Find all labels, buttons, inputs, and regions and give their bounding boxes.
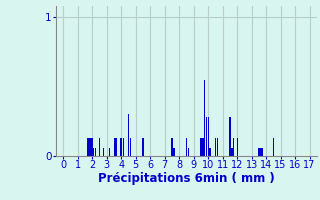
Bar xyxy=(217,138,218,156)
Bar xyxy=(87,138,89,156)
Bar xyxy=(172,138,173,156)
Bar xyxy=(102,148,104,156)
Bar xyxy=(173,148,175,156)
Bar xyxy=(114,138,115,156)
Bar xyxy=(200,138,202,156)
Bar xyxy=(237,138,238,156)
Bar xyxy=(120,138,122,156)
X-axis label: Précipitations 6min ( mm ): Précipitations 6min ( mm ) xyxy=(98,172,275,185)
Bar xyxy=(123,138,124,156)
Bar xyxy=(186,138,188,156)
Bar xyxy=(229,117,231,156)
Bar xyxy=(142,138,144,156)
Bar xyxy=(209,148,211,156)
Bar xyxy=(208,117,209,156)
Bar xyxy=(260,148,261,156)
Bar xyxy=(231,148,233,156)
Bar xyxy=(215,138,216,156)
Bar xyxy=(204,80,205,156)
Bar xyxy=(259,148,260,156)
Bar xyxy=(115,138,117,156)
Bar xyxy=(130,138,132,156)
Bar xyxy=(95,148,96,156)
Bar xyxy=(99,138,100,156)
Bar xyxy=(188,148,189,156)
Bar xyxy=(108,148,110,156)
Bar xyxy=(128,114,130,156)
Bar xyxy=(202,138,204,156)
Bar xyxy=(206,117,207,156)
Bar xyxy=(262,148,263,156)
Bar xyxy=(233,138,234,156)
Bar xyxy=(92,138,93,156)
Bar xyxy=(89,138,91,156)
Bar xyxy=(273,138,274,156)
Bar xyxy=(93,148,94,156)
